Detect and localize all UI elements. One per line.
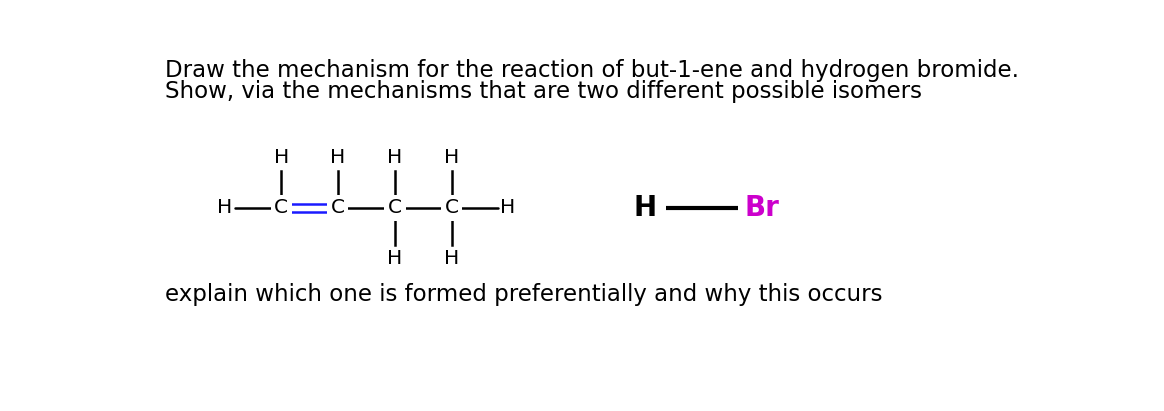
Text: H: H — [443, 148, 460, 167]
Text: H: H — [331, 148, 346, 167]
Text: Show, via the mechanisms that are two different possible isomers: Show, via the mechanisms that are two di… — [165, 80, 922, 103]
Text: H: H — [501, 199, 516, 217]
Text: H: H — [388, 148, 403, 167]
Text: C: C — [331, 199, 345, 217]
Text: H: H — [443, 249, 460, 268]
Text: explain which one is formed preferentially and why this occurs: explain which one is formed preferential… — [165, 283, 882, 306]
Text: C: C — [445, 199, 459, 217]
Text: C: C — [388, 199, 402, 217]
Text: Br: Br — [745, 194, 780, 222]
Text: H: H — [274, 148, 289, 167]
Text: Draw the mechanism for the reaction of but-1-ene and hydrogen bromide.: Draw the mechanism for the reaction of b… — [165, 58, 1018, 81]
Text: H: H — [388, 249, 403, 268]
Text: C: C — [275, 199, 289, 217]
Text: H: H — [634, 194, 656, 222]
Text: H: H — [217, 199, 233, 217]
